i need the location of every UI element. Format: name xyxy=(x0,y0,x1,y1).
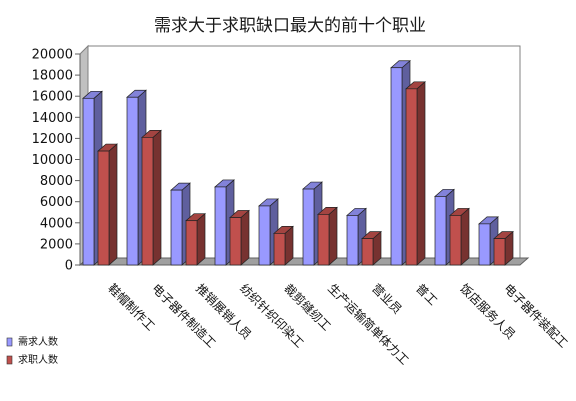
bar-applicants-4 xyxy=(273,225,294,266)
bar-applicants-2 xyxy=(185,212,206,266)
x-category-label: 营业员 xyxy=(369,281,404,316)
y-tick-label: 10000 xyxy=(32,153,73,168)
legend-label-applicants: 求职人数 xyxy=(18,353,58,366)
y-tick-label: 12000 xyxy=(32,132,73,147)
x-category-label: 普工 xyxy=(413,281,440,308)
bar-applicants-3 xyxy=(229,209,250,266)
y-tick-label: 4000 xyxy=(40,216,73,231)
y-tick-label: 0 xyxy=(65,259,73,274)
bars xyxy=(82,59,514,266)
bar-applicants-5 xyxy=(317,206,338,266)
legend: 需求人数 求职人数 xyxy=(6,335,58,366)
x-category-label: 电子器件装配工 xyxy=(501,281,570,350)
y-tick-label: 8000 xyxy=(40,174,73,189)
x-category-label: 鞋帽制作工 xyxy=(105,281,158,334)
bar-applicants-8 xyxy=(449,207,470,266)
x-category-label: 生产运输简单体力工 xyxy=(325,281,412,368)
bar-applicants-0 xyxy=(97,143,118,266)
chart-title: 需求大于求职缺口最大的前十个职业 xyxy=(154,16,426,36)
y-tick-label: 18000 xyxy=(32,69,73,84)
bar-applicants-6 xyxy=(361,230,382,266)
y-tick-label: 20000 xyxy=(32,48,73,63)
legend-swatch-demand xyxy=(6,337,13,347)
legend-swatch-applicants xyxy=(6,355,13,365)
x-axis-categories: 鞋帽制作工电子器件制造工推销展销人员纺织针织印染工裁剪缝纫工生产运输简单体力工营… xyxy=(105,281,570,368)
y-tick-label: 6000 xyxy=(40,195,73,210)
y-tick-label: 14000 xyxy=(32,111,73,126)
legend-label-demand: 需求人数 xyxy=(18,335,58,348)
y-tick-label: 16000 xyxy=(32,90,73,105)
bar-applicants-7 xyxy=(405,81,426,266)
y-tick-label: 2000 xyxy=(40,237,73,252)
bar-applicants-1 xyxy=(141,129,162,266)
y-axis-ticks: 0 2000 4000 6000 8000 10000 12000 14000 16000 180… xyxy=(32,48,80,274)
bar-applicants-9 xyxy=(493,230,514,266)
